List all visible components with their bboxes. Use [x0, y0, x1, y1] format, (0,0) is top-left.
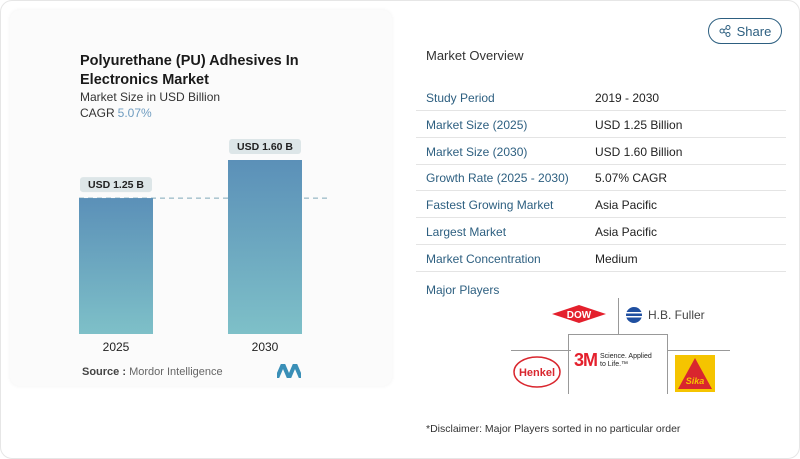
share-icon [719, 25, 731, 37]
row-value: USD 1.60 Billion [595, 144, 683, 159]
share-button[interactable]: Share [708, 18, 782, 44]
row-value: 2019 - 2030 [595, 91, 660, 105]
svg-text:Sika: Sika [686, 376, 705, 386]
row-label: Study Period [426, 91, 495, 105]
overview-row: Market Concentration Medium [416, 245, 786, 272]
data-label-bg [80, 177, 152, 193]
sika-logo: Sika [675, 355, 715, 392]
row-value: USD 1.25 Billion [595, 117, 683, 132]
svg-text:DOW: DOW [567, 310, 592, 321]
source-label: Source : [82, 366, 127, 378]
data-label-bg [229, 139, 301, 154]
x-tick-label: 2025 [103, 340, 130, 354]
row-value: Asia Pacific [595, 198, 658, 213]
cagr-label: CAGR [80, 106, 115, 120]
bar-chart: USD 1.25 B 2025 USD 1.60 B 2030 [79, 139, 328, 354]
row-label: Growth Rate (2025 - 2030) [426, 171, 569, 186]
chart-title: Polyurethane (PU) Adhesives In Electroni… [80, 53, 299, 88]
3m-logo: 3M Science. Applied to Life.™ [574, 350, 652, 370]
share-label: Share [736, 23, 772, 39]
source: Source : Mordor Intelligence [82, 366, 223, 378]
cagr-value: 5.07% [117, 106, 152, 120]
data-label: USD 1.25 B [88, 179, 144, 191]
row-label: Fastest Growing Market [426, 198, 554, 213]
overview-row: Growth Rate (2025 - 2030) 5.07% CAGR [416, 164, 786, 192]
major-players-label: Major Players [426, 283, 500, 297]
overview-row: Fastest Growing Market Asia Pacific [416, 191, 786, 219]
dow-logo: DOW [552, 305, 606, 323]
overview-row: Market Size (2030) USD 1.60 Billion [416, 138, 786, 165]
data-label: USD 1.60 B [237, 141, 293, 153]
row-label: Largest Market [426, 225, 507, 239]
row-value: Medium [595, 251, 638, 266]
row-value: Asia Pacific [595, 225, 658, 239]
overview-title: Market Overview [426, 48, 524, 63]
svg-text:Henkel: Henkel [519, 367, 555, 379]
source-value: Mordor Intelligence [129, 366, 223, 378]
overview-row: Market Size (2025) USD 1.25 Billion [416, 111, 786, 138]
cagr: CAGR 5.07% [80, 106, 152, 120]
x-tick-label: 2030 [252, 340, 279, 354]
overview-row: Largest Market Asia Pacific [416, 218, 786, 245]
disclaimer: *Disclaimer: Major Players sorted in no … [426, 423, 681, 435]
chart-subtitle: Market Size in USD Billion [80, 90, 221, 104]
hbfuller-logo: H.B. Fuller [626, 307, 705, 323]
bar-2025 [79, 198, 153, 334]
row-label: Market Size (2030) [426, 144, 528, 159]
bar-2030 [228, 160, 302, 334]
row-label: Market Size (2025) [426, 117, 528, 132]
henkel-logo: Henkel [513, 356, 561, 388]
overview-row: Study Period 2019 - 2030 [416, 84, 786, 111]
row-label: Market Concentration [426, 251, 541, 266]
row-value: 5.07% CAGR [595, 171, 668, 186]
mordor-logo-icon [277, 364, 301, 378]
